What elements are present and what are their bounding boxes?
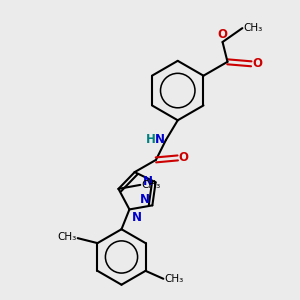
Text: CH₃: CH₃ <box>164 274 184 284</box>
Text: N: N <box>140 194 149 206</box>
Text: CH₃: CH₃ <box>57 232 77 242</box>
Text: N: N <box>155 133 165 146</box>
Text: O: O <box>179 152 189 164</box>
Text: CH₃: CH₃ <box>141 180 160 190</box>
Text: N: N <box>142 175 153 188</box>
Text: O: O <box>218 28 228 41</box>
Text: N: N <box>131 212 141 224</box>
Text: CH₃: CH₃ <box>243 23 262 33</box>
Text: O: O <box>252 57 262 70</box>
Text: H: H <box>146 133 156 146</box>
